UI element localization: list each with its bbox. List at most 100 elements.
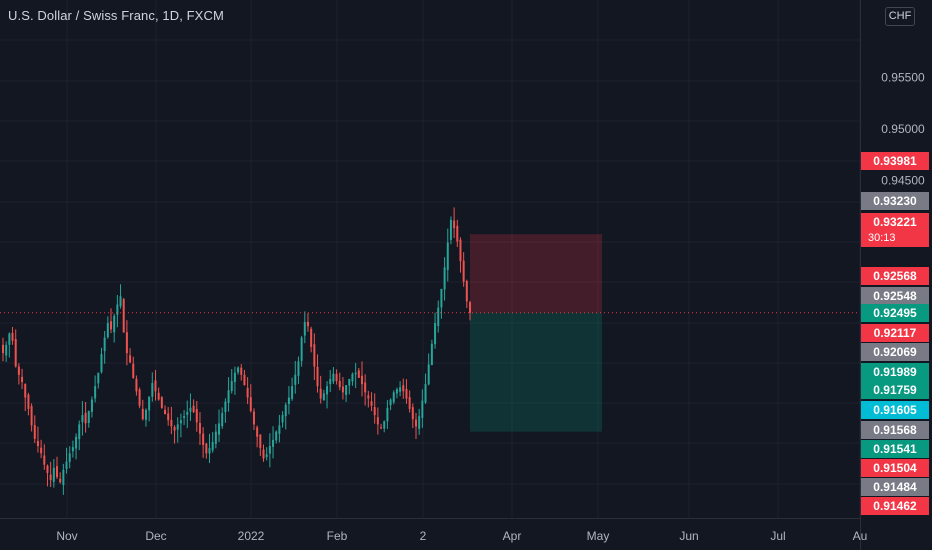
candle-body bbox=[68, 453, 71, 462]
candle-body bbox=[462, 260, 465, 282]
candles bbox=[2, 207, 471, 495]
candle-body bbox=[268, 446, 271, 454]
price-label-badge bbox=[861, 213, 929, 247]
candle-body bbox=[316, 366, 319, 387]
candle-body bbox=[103, 337, 106, 352]
price-label-badge bbox=[861, 401, 929, 419]
x-tick-label: Au bbox=[853, 529, 868, 543]
candle-body bbox=[402, 385, 405, 392]
candle-body bbox=[11, 332, 14, 341]
grid-layer bbox=[0, 0, 861, 518]
candle-body bbox=[389, 399, 392, 406]
candle-body bbox=[214, 431, 217, 444]
candle-body bbox=[100, 354, 103, 373]
x-tick-label: 2022 bbox=[238, 529, 265, 543]
candle-body bbox=[376, 417, 379, 425]
candle-body bbox=[198, 422, 201, 434]
candle-body bbox=[211, 441, 214, 451]
candle-body bbox=[434, 323, 437, 345]
candle-body bbox=[233, 372, 236, 382]
candle-body bbox=[186, 411, 189, 415]
candle-body bbox=[148, 396, 151, 411]
candle-body bbox=[291, 386, 294, 399]
candle-body bbox=[183, 416, 186, 418]
candle-body bbox=[78, 424, 81, 440]
candle-body bbox=[370, 401, 373, 406]
candle-body bbox=[40, 447, 43, 454]
candle-body bbox=[160, 397, 163, 408]
candle-body bbox=[230, 380, 233, 391]
candle-body bbox=[176, 424, 179, 430]
candle-body bbox=[383, 421, 386, 429]
symbol-title[interactable]: U.S. Dollar / Swiss Franc, 1D, FXCM bbox=[8, 8, 224, 23]
stop-loss-zone bbox=[470, 234, 602, 313]
candle-body bbox=[154, 380, 157, 392]
candle-body bbox=[367, 395, 370, 399]
candle-body bbox=[319, 388, 322, 399]
candle-body bbox=[17, 366, 20, 375]
candle-body bbox=[351, 373, 354, 382]
candle-body bbox=[205, 443, 208, 454]
price-label-badge bbox=[861, 421, 929, 439]
candle-body bbox=[189, 407, 192, 412]
candle-body bbox=[110, 321, 113, 330]
candle-body bbox=[297, 361, 300, 376]
candle-body bbox=[421, 400, 424, 418]
candle-body bbox=[49, 474, 52, 481]
candle-body bbox=[275, 431, 278, 441]
candle-body bbox=[284, 404, 287, 417]
candle-body bbox=[141, 408, 144, 420]
candle-body bbox=[221, 413, 224, 427]
price-label-text: 0.91568 bbox=[873, 423, 917, 437]
price-label-text: 0.92568 bbox=[873, 269, 917, 283]
candle-body bbox=[116, 304, 119, 315]
candle-body bbox=[424, 384, 427, 403]
position-zones bbox=[470, 234, 602, 432]
candle-body bbox=[281, 415, 284, 423]
candle-body bbox=[469, 302, 471, 313]
candle-body bbox=[65, 461, 68, 469]
candle-body bbox=[227, 390, 230, 403]
candle-body bbox=[453, 220, 456, 229]
candle-body bbox=[449, 219, 452, 240]
price-label-text: 0.91462 bbox=[873, 499, 917, 513]
price-label-text: 0.91504 bbox=[873, 461, 917, 475]
candle-body bbox=[256, 427, 259, 437]
y-tick-label: 0.95500 bbox=[881, 70, 925, 84]
price-label-text: 0.91484 bbox=[873, 480, 917, 494]
candle-body bbox=[259, 434, 262, 449]
candle-body bbox=[246, 387, 249, 398]
candle-body bbox=[392, 392, 395, 403]
candle-body bbox=[456, 225, 459, 242]
candle-body bbox=[27, 394, 30, 409]
candle-body bbox=[170, 420, 173, 427]
candle-body bbox=[81, 415, 84, 423]
candle-body bbox=[265, 454, 268, 458]
candle-body bbox=[84, 412, 87, 424]
currency-button[interactable]: CHF bbox=[885, 7, 915, 26]
price-label-text: 0.92117 bbox=[874, 326, 917, 340]
candle-body bbox=[310, 328, 313, 347]
candle-body bbox=[373, 407, 376, 416]
candle-body bbox=[354, 372, 357, 375]
candle-body bbox=[335, 373, 338, 381]
candle-body bbox=[430, 343, 433, 366]
x-tick-label: Jul bbox=[770, 529, 785, 543]
candle-body bbox=[129, 355, 132, 363]
candle-body bbox=[252, 411, 255, 425]
candle-body bbox=[125, 332, 128, 354]
candle-body bbox=[313, 344, 316, 367]
candle-body bbox=[14, 338, 17, 367]
candle-body bbox=[135, 378, 138, 392]
candle-body bbox=[364, 382, 367, 393]
candle-body bbox=[418, 416, 421, 429]
take-profit-zone bbox=[470, 312, 602, 432]
candle-body bbox=[52, 467, 55, 482]
price-label-badge bbox=[861, 478, 929, 496]
candle-body bbox=[287, 397, 290, 405]
candle-body bbox=[106, 323, 109, 338]
candle-body bbox=[24, 384, 27, 398]
price-label-badge bbox=[861, 287, 929, 305]
